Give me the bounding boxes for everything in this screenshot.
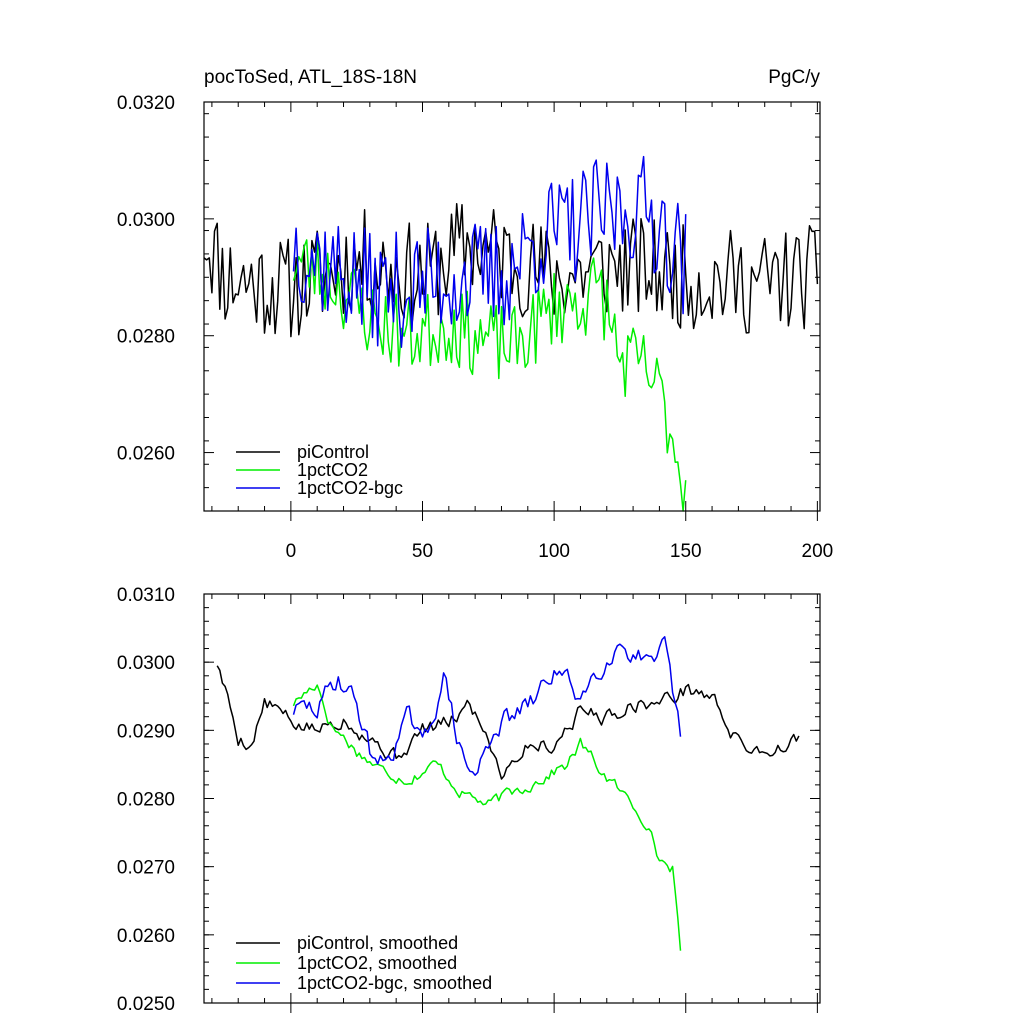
bottom-ticks: 0.0250 0.0260 0.0270 0.0280 0.0290 0.0300 0.03… bbox=[117, 585, 820, 1015]
y-tick-label: 0.0300 bbox=[117, 210, 175, 231]
legend-label: 1pctCO2-bgc bbox=[297, 478, 403, 498]
top-series-group bbox=[203, 155, 819, 512]
x-tick-label: 50 bbox=[412, 541, 433, 562]
top-ticks: 0 50 100 150 200 0.0260 0.0280 0.0300 0.0320 bbox=[117, 93, 833, 562]
y-tick-label: 0.0290 bbox=[117, 721, 175, 742]
top-panel: pocToSed, ATL_18S-18N PgC/y 0 50 100 150 200… bbox=[117, 67, 833, 562]
y-tick-label: 0.0320 bbox=[117, 93, 175, 114]
bottom-series-group bbox=[216, 636, 800, 951]
top-plot-frame bbox=[203, 101, 821, 512]
legend-label: piControl, smoothed bbox=[297, 933, 458, 953]
y-tick-label: 0.0310 bbox=[117, 585, 175, 606]
y-tick-label: 0.0280 bbox=[117, 790, 175, 811]
legend-label: 1pctCO2 bbox=[297, 460, 368, 480]
legend-label: 1pctCO2, smoothed bbox=[297, 953, 457, 973]
top-panel-units: PgC/y bbox=[768, 67, 820, 88]
y-tick-label: 0.0260 bbox=[117, 926, 175, 947]
y-tick-label: 0.0250 bbox=[117, 994, 175, 1015]
series-line-1pctco2-smoothed bbox=[292, 684, 682, 951]
y-tick-label: 0.0300 bbox=[117, 653, 175, 674]
x-tick-label: 150 bbox=[670, 541, 702, 562]
x-tick-label: 200 bbox=[802, 541, 834, 562]
y-tick-label: 0.0270 bbox=[117, 858, 175, 879]
series-line-picontrol-smoothed bbox=[216, 665, 800, 780]
legend-label: 1pctCO2-bgc, smoothed bbox=[297, 973, 492, 993]
x-tick-label: 100 bbox=[538, 541, 570, 562]
series-line-1pctco2 bbox=[292, 237, 687, 512]
series-line-1pctco2-bgc-smoothed bbox=[292, 636, 682, 776]
top-panel-title: pocToSed, ATL_18S-18N bbox=[204, 67, 417, 88]
bottom-panel: 0.0250 0.0260 0.0270 0.0280 0.0290 0.0300 0.03… bbox=[117, 585, 821, 1015]
legend-label: piControl bbox=[297, 442, 369, 462]
series-line-1pctco2-bgc bbox=[292, 155, 687, 348]
y-tick-label: 0.0260 bbox=[117, 444, 175, 465]
x-tick-label: 0 bbox=[286, 541, 297, 562]
y-tick-label: 0.0280 bbox=[117, 327, 175, 348]
